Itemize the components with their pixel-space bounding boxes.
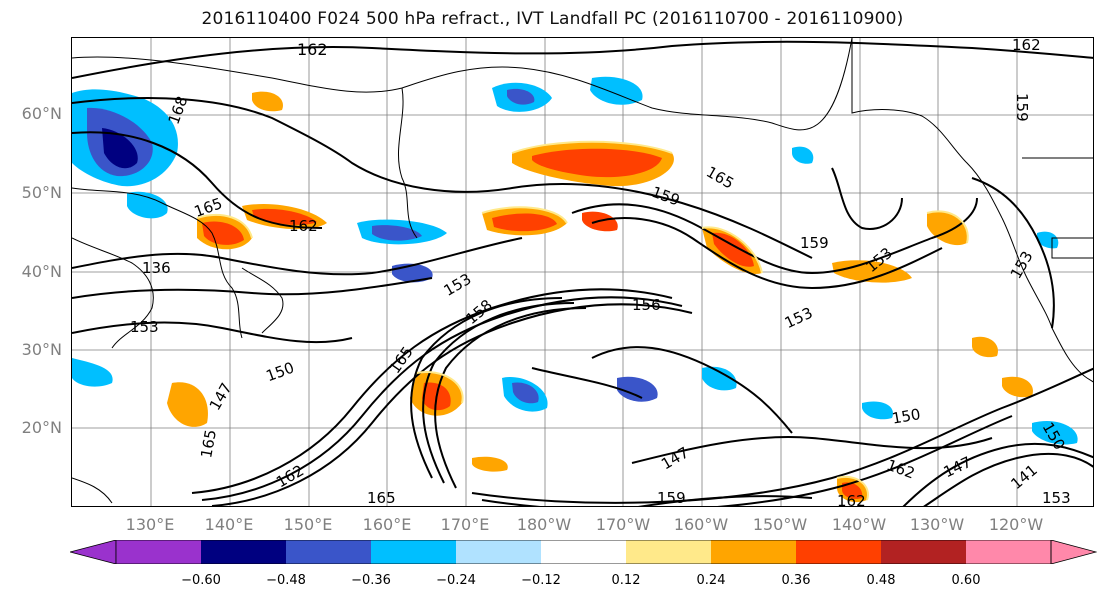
colorbar-swatch [796, 540, 881, 564]
contour-label: 162 [1012, 38, 1041, 54]
lat-label-50n: 50°N [21, 183, 62, 202]
map-canvas: 162 168 165 162 136 153 150 147 165 162 … [72, 38, 1093, 507]
contour-label: 162 [837, 492, 866, 507]
contour-label: 136 [142, 259, 171, 277]
lon-label-160e: 160°E [362, 515, 412, 534]
colorbar-swatch [116, 540, 201, 564]
colorbar-extend-high [1050, 539, 1098, 565]
contour-label: 159 [657, 489, 686, 507]
colorbar-swatch [541, 540, 626, 564]
contour-label: 159 [1013, 93, 1031, 122]
lat-label-30n: 30°N [21, 340, 62, 359]
contour-lines [72, 40, 1093, 506]
lon-label-130e: 130°E [125, 515, 175, 534]
contour-label: 162 [297, 40, 328, 59]
lon-label-180w: 180°W [516, 515, 572, 534]
contour-label: 150 [264, 359, 297, 386]
lat-label-60n: 60°N [21, 104, 62, 123]
lon-label-120w: 120°W [988, 515, 1044, 534]
lat-label-40n: 40°N [21, 262, 62, 281]
contour-label: 159 [800, 234, 829, 252]
contour-label: 150 [891, 405, 922, 428]
colorbar-tick-label: 0.36 [781, 573, 811, 588]
coastlines [72, 38, 1093, 504]
contour-label: 141 [1007, 461, 1041, 493]
lon-label-140w: 140°W [831, 515, 887, 534]
lon-label-140e: 140°E [204, 515, 254, 534]
colorbar-tick-label: −0.60 [181, 573, 221, 588]
lon-label-160w: 160°W [673, 515, 729, 534]
map-title: 2016110400 F024 500 hPa refract., IVT La… [201, 9, 904, 29]
contour-label: 153 [130, 318, 159, 336]
lon-label-170w: 170°W [595, 515, 651, 534]
colorbar-swatch [626, 540, 711, 564]
colorbar-tick-label: 0.24 [696, 573, 726, 588]
contour-label: 162 [289, 217, 318, 235]
colorbar-tick-label: 0.48 [866, 573, 896, 588]
contour-label: 165 [197, 428, 220, 459]
graticule [72, 38, 1093, 506]
lon-label-150w: 150°W [752, 515, 808, 534]
lat-label-20n: 20°N [21, 418, 62, 437]
colorbar [68, 539, 1098, 568]
lon-label-170e: 170°E [440, 515, 490, 534]
colorbar-tick-label: −0.24 [436, 573, 476, 588]
contour-label: 165 [367, 489, 396, 507]
colorbar-swatch [201, 540, 286, 564]
contour-label: 153 [782, 304, 816, 332]
negative-shading [72, 76, 1078, 445]
colorbar-swatch [371, 540, 456, 564]
contour-label: 156 [632, 296, 661, 314]
contour-label: 153 [441, 270, 475, 300]
shading-fringe [196, 140, 969, 501]
colorbar-tick-label: −0.48 [266, 573, 306, 588]
colorbar-tick-label: 0.60 [951, 573, 981, 588]
colorbar-svg [68, 539, 1098, 565]
colorbar-swatch [711, 540, 796, 564]
colorbar-swatch [966, 540, 1051, 564]
colorbar-extend-low [68, 539, 117, 565]
contour-label: 165 [703, 163, 737, 193]
map-panel[interactable]: 162 168 165 162 136 153 150 147 165 162 … [71, 37, 1094, 507]
contour-label: 158 [462, 296, 496, 328]
lon-label-150e: 150°E [283, 515, 333, 534]
contour-label: 147 [206, 380, 236, 414]
colorbar-tick-label: −0.36 [351, 573, 391, 588]
contour-label: 147 [658, 443, 692, 473]
contour-label: 159 [649, 183, 682, 210]
contour-label: 153 [1007, 248, 1037, 282]
colorbar-tick-label: 0.12 [611, 573, 641, 588]
contour-label: 153 [1042, 489, 1071, 507]
colorbar-swatch [286, 540, 371, 564]
colorbar-tick-label: −0.12 [521, 573, 561, 588]
lon-label-130w: 130°W [909, 515, 965, 534]
colorbar-swatch [456, 540, 541, 564]
colorbar-swatch [881, 540, 966, 564]
